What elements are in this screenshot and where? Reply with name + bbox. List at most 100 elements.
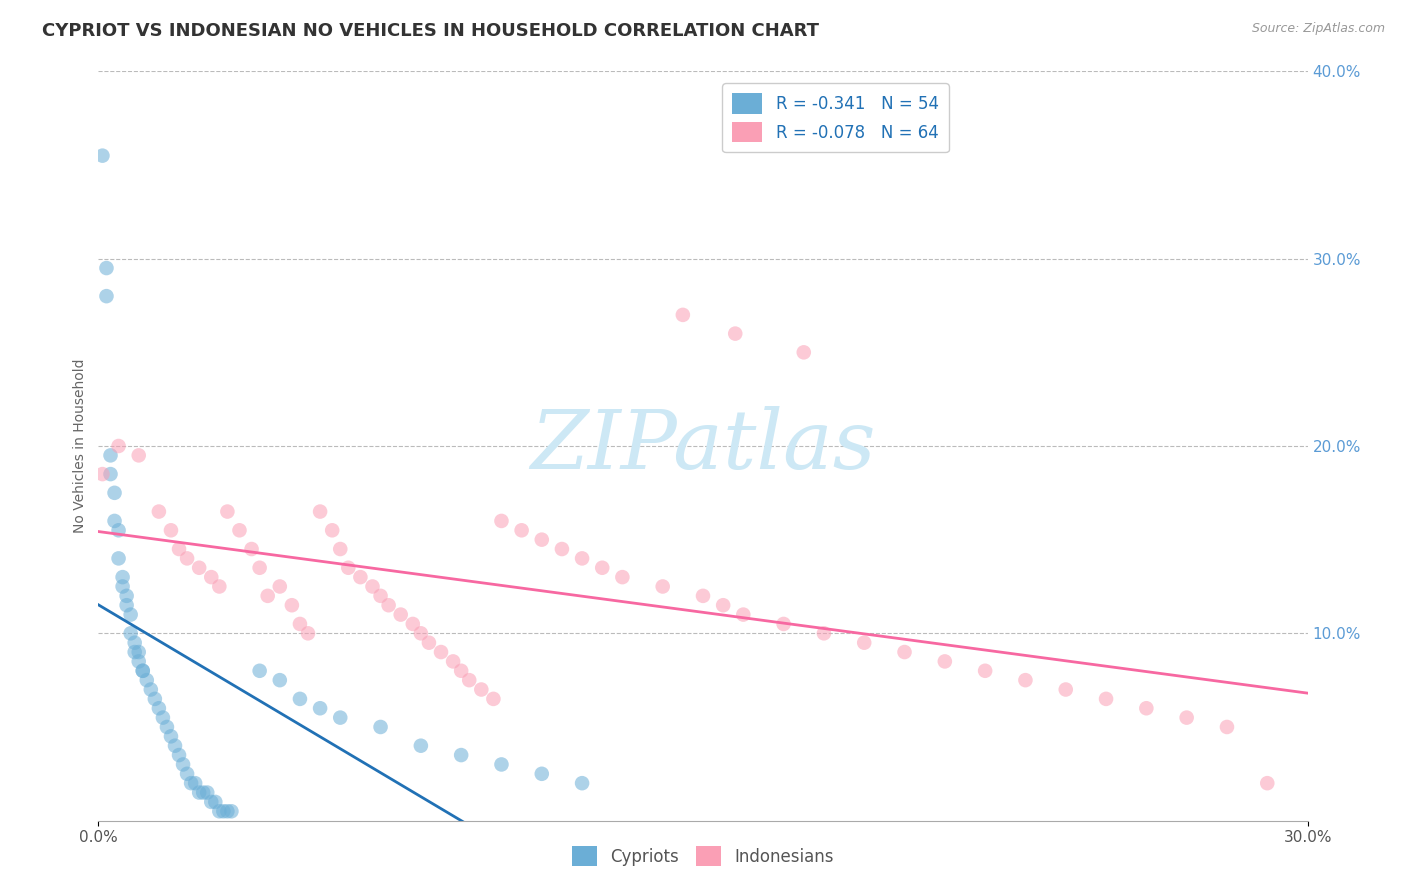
Point	[491, 757, 513, 772]
Point	[172, 757, 194, 772]
Point	[103, 514, 125, 528]
Point	[430, 645, 453, 659]
Point	[491, 514, 513, 528]
Point	[100, 449, 122, 463]
Point	[120, 626, 142, 640]
Point	[256, 589, 278, 603]
Point	[208, 580, 231, 594]
Point	[1014, 673, 1036, 688]
Point	[591, 561, 613, 575]
Point	[163, 739, 186, 753]
Point	[793, 345, 815, 359]
Text: Source: ZipAtlas.com: Source: ZipAtlas.com	[1251, 22, 1385, 36]
Point	[156, 720, 179, 734]
Y-axis label: No Vehicles in Household: No Vehicles in Household	[73, 359, 87, 533]
Point	[571, 776, 593, 790]
Point	[96, 261, 118, 276]
Point	[132, 664, 155, 678]
Point	[349, 570, 371, 584]
Point	[612, 570, 634, 584]
Point	[120, 607, 142, 622]
Point	[193, 786, 215, 800]
Point	[651, 580, 673, 594]
Point	[139, 682, 162, 697]
Point	[107, 523, 129, 537]
Point	[1175, 710, 1198, 724]
Point	[1216, 720, 1239, 734]
Point	[1095, 692, 1118, 706]
Point	[128, 655, 150, 669]
Point	[128, 645, 150, 659]
Point	[389, 607, 412, 622]
Point	[143, 692, 166, 706]
Point	[160, 730, 183, 744]
Point	[160, 523, 183, 537]
Point	[1054, 682, 1077, 697]
Point	[418, 635, 440, 649]
Point	[458, 673, 481, 688]
Point	[450, 664, 472, 678]
Point	[974, 664, 997, 678]
Point	[297, 626, 319, 640]
Point	[188, 786, 211, 800]
Point	[482, 692, 505, 706]
Point	[441, 655, 464, 669]
Point	[148, 505, 170, 519]
Point	[288, 692, 311, 706]
Point	[91, 148, 114, 162]
Point	[100, 467, 122, 482]
Point	[934, 655, 956, 669]
Point	[1256, 776, 1278, 790]
Point	[128, 449, 150, 463]
Point	[124, 645, 146, 659]
Point	[184, 776, 207, 790]
Point	[208, 805, 231, 819]
Point	[176, 551, 198, 566]
Point	[124, 635, 146, 649]
Point	[228, 523, 250, 537]
Point	[91, 467, 114, 482]
Point	[281, 599, 304, 613]
Point	[240, 542, 263, 557]
Point	[269, 580, 291, 594]
Point	[135, 673, 157, 688]
Point	[96, 289, 118, 303]
Point	[269, 673, 291, 688]
Point	[409, 739, 432, 753]
Point	[813, 626, 835, 640]
Point	[321, 523, 343, 537]
Point	[107, 439, 129, 453]
Point	[853, 635, 876, 649]
Point	[692, 589, 714, 603]
Point	[103, 485, 125, 500]
Point	[893, 645, 915, 659]
Legend: R = -0.341   N = 54, R = -0.078   N = 64: R = -0.341 N = 54, R = -0.078 N = 64	[723, 84, 949, 153]
Point	[450, 747, 472, 762]
Point	[724, 326, 747, 341]
Point	[377, 599, 399, 613]
Point	[188, 561, 211, 575]
Point	[167, 542, 190, 557]
Point	[115, 599, 138, 613]
Point	[370, 720, 392, 734]
Point	[221, 805, 243, 819]
Point	[370, 589, 392, 603]
Point	[249, 561, 271, 575]
Point	[111, 580, 134, 594]
Point	[195, 786, 218, 800]
Point	[176, 767, 198, 781]
Point	[249, 664, 271, 678]
Point	[200, 570, 222, 584]
Point	[329, 542, 352, 557]
Point	[551, 542, 574, 557]
Point	[402, 617, 425, 632]
Point	[217, 505, 239, 519]
Point	[217, 805, 239, 819]
Point	[115, 589, 138, 603]
Point	[772, 617, 794, 632]
Point	[711, 599, 734, 613]
Point	[470, 682, 492, 697]
Point	[132, 664, 155, 678]
Point	[530, 533, 553, 547]
Point	[152, 710, 174, 724]
